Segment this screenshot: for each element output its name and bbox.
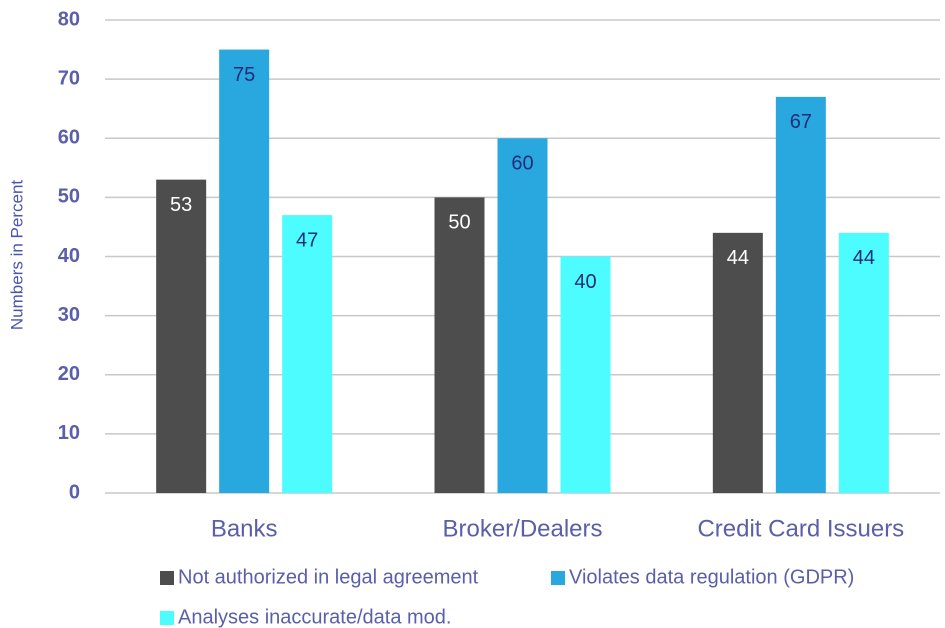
y-tick-label: 0 [69,481,80,503]
data-label: 47 [296,229,318,251]
legend-swatch [160,571,174,585]
legend-label: Violates data regulation (GDPR) [569,566,854,588]
y-tick-label: 70 [58,67,80,89]
x-tick-label: Broker/Dealers [442,515,602,542]
bar [712,232,763,493]
x-tick-label: Banks [211,515,278,542]
y-axis-label: Numbers in Percent [7,180,26,331]
legend-swatch [160,611,174,625]
y-tick-label: 30 [58,304,80,326]
bar [282,215,333,494]
legend-swatch [551,571,565,585]
bar [775,96,826,494]
data-label: 60 [511,153,533,175]
y-tick-label: 40 [58,245,80,267]
y-tick-label: 60 [58,127,80,149]
bar [219,49,270,493]
data-label: 40 [574,271,596,293]
data-label: 53 [170,194,192,216]
data-label: 75 [233,64,255,86]
legend-label: Analyses inaccurate/data mod. [178,606,452,628]
y-tick-label: 80 [58,8,80,30]
data-label: 50 [448,212,470,234]
y-tick-label: 20 [58,363,80,385]
x-tick-label: Credit Card Issuers [697,515,904,542]
bar [560,256,611,493]
y-tick-label: 10 [58,422,80,444]
y-tick-label: 50 [58,186,80,208]
data-label: 44 [853,247,875,269]
legend-label: Not authorized in legal agreement [178,566,479,588]
data-label: 67 [790,111,812,133]
bar [497,138,548,493]
bar [156,179,207,493]
data-label: 44 [727,247,749,269]
bar [838,232,889,493]
bar [434,197,485,493]
